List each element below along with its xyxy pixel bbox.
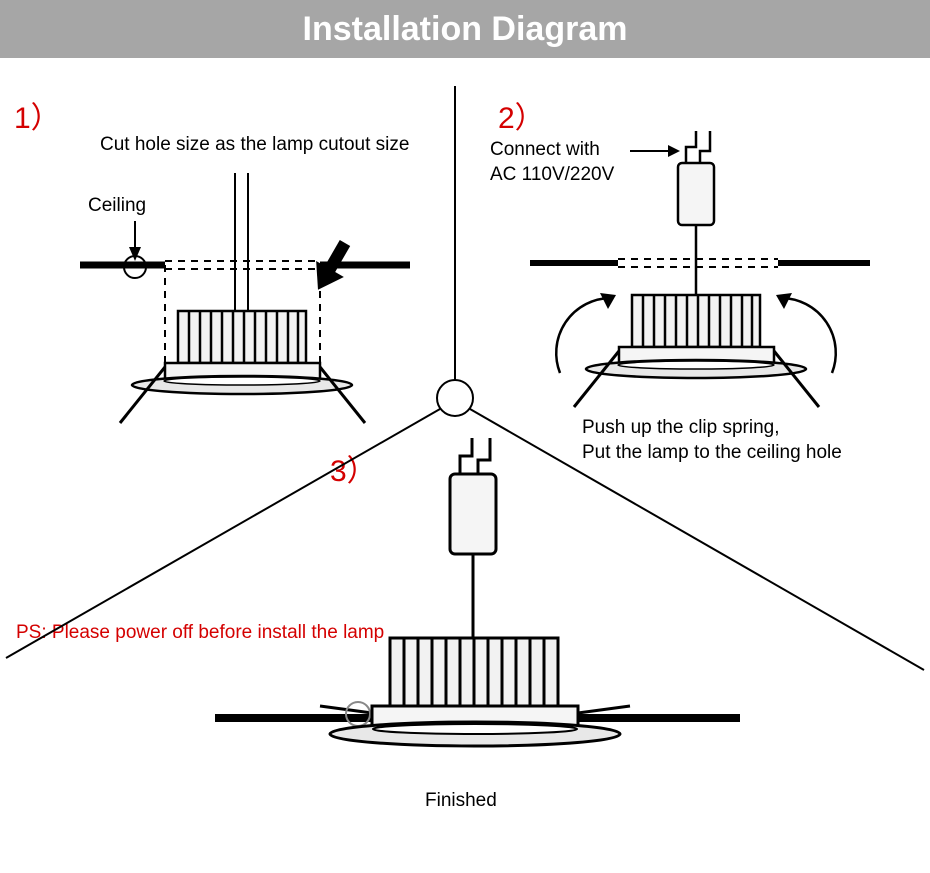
title-text: Installation Diagram <box>303 10 628 49</box>
step3-finished-label: Finished <box>425 789 497 814</box>
step1-number: 1） <box>14 93 61 137</box>
title-bar: Installation Diagram <box>0 0 930 58</box>
step2-diagram <box>500 123 920 423</box>
step3-diagram <box>210 428 750 788</box>
step1-diagram <box>50 153 450 453</box>
diagram-content: 1） Cut hole size as the lamp cutout size… <box>0 58 930 873</box>
